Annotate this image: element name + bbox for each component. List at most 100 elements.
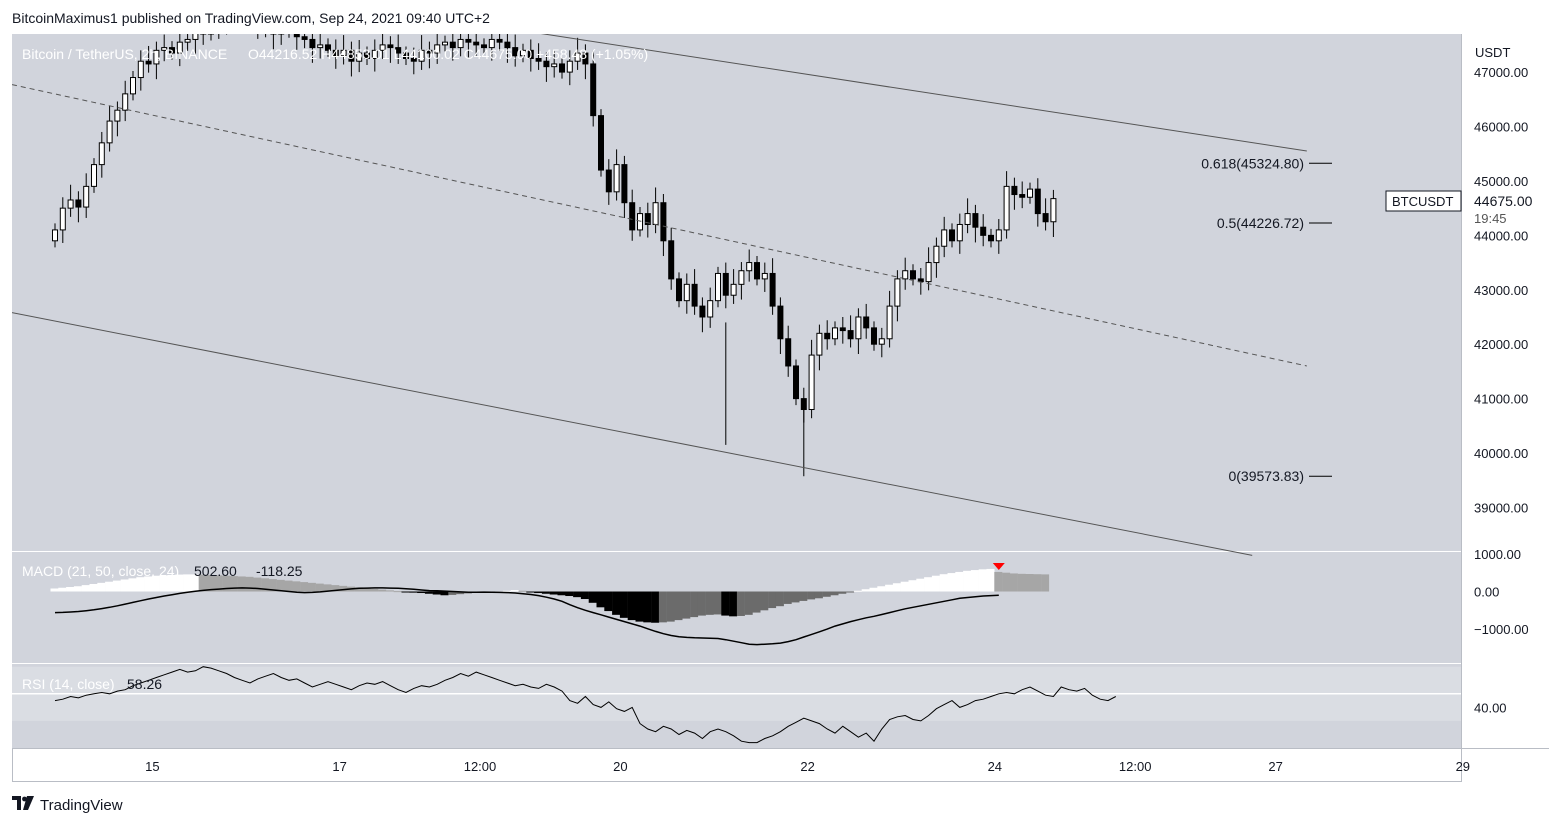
macd-histogram-bar	[276, 579, 285, 592]
candle-down	[535, 57, 542, 62]
rsi-legend-title: RSI (14, close)	[22, 676, 115, 692]
candle	[543, 52, 550, 82]
macd-histogram-bar	[253, 577, 262, 592]
macd-histogram-bar	[73, 586, 82, 592]
candle	[847, 315, 854, 348]
candle	[715, 266, 721, 308]
candle-down	[1019, 194, 1026, 198]
macd-histogram-bar	[50, 588, 59, 592]
macd-histogram-bar	[768, 591, 777, 609]
candle	[995, 219, 1002, 254]
candle	[1027, 182, 1033, 204]
macd-histogram-bar	[573, 591, 582, 598]
candle	[309, 34, 316, 63]
macd-histogram-bar	[120, 579, 129, 592]
candle	[863, 303, 870, 339]
candle-up	[746, 262, 753, 272]
candle-up	[878, 338, 885, 345]
candle-down	[332, 49, 339, 57]
macd-histogram-bar	[58, 587, 67, 592]
candle	[598, 109, 604, 177]
macd-histogram-bar	[136, 577, 145, 592]
candle	[527, 39, 534, 72]
candle	[621, 155, 628, 218]
macd-histogram-bar	[393, 591, 402, 593]
tradingview-logo-icon	[12, 796, 34, 814]
price-axis-bg	[1461, 34, 1549, 782]
candle-down	[410, 57, 417, 62]
macd-histogram-bar	[869, 587, 878, 592]
candle-down	[364, 52, 370, 59]
candle-down	[722, 272, 729, 296]
candle	[683, 273, 690, 314]
macd-histogram-bar	[144, 576, 153, 592]
candle-down	[1011, 185, 1018, 196]
candle	[288, 34, 290, 38]
macd-histogram-bar	[424, 591, 433, 594]
candle-up	[683, 283, 690, 302]
macd-histogram-bar	[448, 591, 457, 595]
candle-down	[325, 44, 331, 51]
candle-up	[59, 207, 66, 231]
macd-histogram-bar	[799, 591, 808, 601]
macd-histogram-bar	[323, 584, 332, 592]
candle-up	[730, 283, 737, 296]
candle	[535, 43, 542, 70]
candle	[192, 34, 199, 55]
macd-histogram-bar	[549, 591, 558, 595]
macd-histogram-bar	[612, 591, 621, 615]
symbol-label-box	[1385, 190, 1462, 212]
macd-histogram-bar	[440, 591, 449, 596]
candle	[91, 158, 97, 193]
macd-histogram-bar	[81, 585, 90, 592]
candle-down	[777, 305, 784, 340]
candle	[442, 35, 448, 52]
candle	[1034, 178, 1041, 227]
macd-histogram-bar	[736, 591, 745, 616]
candle	[137, 50, 144, 91]
candle-up	[933, 245, 940, 264]
candle	[278, 34, 285, 45]
macd-histogram-bar	[206, 574, 215, 592]
candle-up	[379, 44, 386, 51]
tradingview-logo[interactable]: TradingView	[12, 796, 123, 814]
candle	[793, 359, 799, 406]
candle-down	[668, 240, 675, 280]
chart-canvas[interactable]: 0.618(45324.80)0.5(44226.72)0(39573.83) …	[12, 34, 1549, 782]
macd-histogram-bar	[651, 591, 660, 623]
candle	[52, 223, 58, 248]
macd-histogram-bar	[261, 578, 270, 592]
candle-down	[839, 327, 846, 332]
candle-up	[442, 41, 448, 46]
candle-up	[161, 47, 168, 51]
candle-down	[403, 52, 409, 59]
candle	[839, 316, 846, 344]
candle	[410, 47, 417, 75]
candle	[371, 39, 378, 72]
macd-histogram-bar	[339, 585, 348, 592]
candle-down	[598, 115, 604, 171]
candle	[145, 45, 152, 73]
tradingview-brand: TradingView	[40, 796, 123, 814]
macd-value: 502.60	[194, 563, 237, 579]
candle	[894, 270, 901, 322]
candle-down	[481, 44, 487, 49]
candle-up	[520, 49, 526, 57]
macd-histogram-bar	[690, 591, 699, 618]
candle	[902, 257, 909, 290]
candle-down	[473, 41, 480, 46]
macd-histogram-bar	[861, 589, 870, 592]
candle	[122, 80, 129, 122]
macd-histogram-bar	[401, 591, 410, 593]
macd-histogram-bar	[541, 591, 550, 594]
price-pane[interactable]: 0.618(45324.80) 0.5(44226.72) 0(39573.83)	[12, 34, 1332, 556]
price-legend-title: Bitcoin / TetherUS, 2h, BINANCE	[22, 46, 227, 62]
candle	[886, 290, 893, 348]
candle	[106, 105, 113, 152]
candle-up	[340, 49, 347, 57]
candle-up	[652, 202, 659, 225]
rsi-pane[interactable]	[12, 666, 1461, 744]
candle	[218, 34, 220, 39]
macd-pane[interactable]	[50, 563, 1050, 646]
macd-histogram-bar	[105, 581, 114, 592]
